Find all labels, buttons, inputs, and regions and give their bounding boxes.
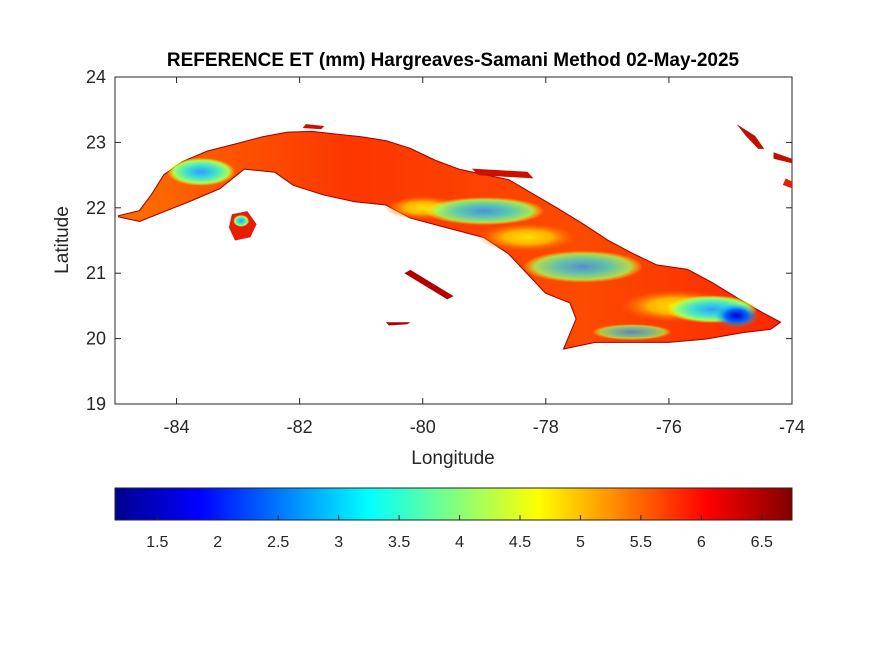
- colorbar-tick-label: 6.5: [751, 534, 773, 551]
- map-title: REFERENCE ET (mm) Hargreaves-Samani Meth…: [167, 50, 740, 71]
- x-tick-label: -84: [164, 417, 190, 437]
- y-axis-ticks: 19 20 21 22 23 24: [86, 67, 792, 414]
- y-tick-label: 20: [86, 329, 106, 349]
- colorbar-ticks: 1.5 2 2.5 3 3.5 4 4.5 5 5.5 6 6.5: [146, 515, 773, 551]
- y-tick-label: 22: [86, 198, 106, 218]
- y-tick-label: 21: [86, 263, 106, 283]
- northern-keys-west: [302, 124, 325, 130]
- northern-cays: [472, 168, 534, 179]
- hispaniola-fragment-1: [773, 152, 792, 164]
- hispaniola-fragment-2: [782, 178, 792, 189]
- x-tick-label: -80: [410, 417, 436, 437]
- jardines-de-la-reina: [404, 269, 454, 300]
- western-cool-patch: [167, 157, 236, 186]
- eastern-blue-patch: [714, 303, 759, 328]
- colorbar-tick-label: 3.5: [388, 534, 410, 551]
- central-yellow-patch: [477, 223, 578, 252]
- colorbar: [114, 487, 793, 521]
- x-axis-ticks: -84 -82 -80 -78 -76 -74: [164, 77, 805, 437]
- colorbar-tick-label: 5.5: [630, 534, 652, 551]
- land-layer: [117, 124, 792, 350]
- isle-of-youth-cool-patch: [233, 214, 250, 227]
- southeast-cool-patch: [591, 324, 672, 341]
- y-tick-label: 23: [86, 132, 106, 152]
- colorbar-tick-label: 5: [576, 534, 585, 551]
- plot-area: [114, 76, 793, 405]
- small-southern-cay: [385, 322, 411, 326]
- colorbar-tick-label: 4.5: [509, 534, 531, 551]
- y-tick-label: 24: [86, 67, 106, 87]
- colorbar-tick-label: 6: [697, 534, 706, 551]
- x-axis-label: Longitude: [411, 448, 494, 469]
- x-tick-label: -78: [533, 417, 559, 437]
- x-tick-label: -76: [656, 417, 682, 437]
- colorbar-tick-label: 2: [213, 534, 222, 551]
- main-island-interior: [118, 131, 780, 349]
- colorbar-tick-label: 4: [455, 534, 464, 551]
- x-tick-label: -74: [779, 417, 805, 437]
- central-cool-patch: [424, 197, 545, 226]
- colorbar-tick-label: 2.5: [267, 534, 289, 551]
- x-tick-label: -82: [287, 417, 313, 437]
- east-central-cool-patch: [522, 250, 643, 283]
- y-tick-label: 19: [86, 394, 106, 414]
- colorbar-tick-label: 1.5: [146, 534, 168, 551]
- bahamas-fragment: [736, 124, 765, 149]
- colorbar-tick-label: 3: [334, 534, 343, 551]
- y-axis-label: Latitude: [52, 206, 73, 274]
